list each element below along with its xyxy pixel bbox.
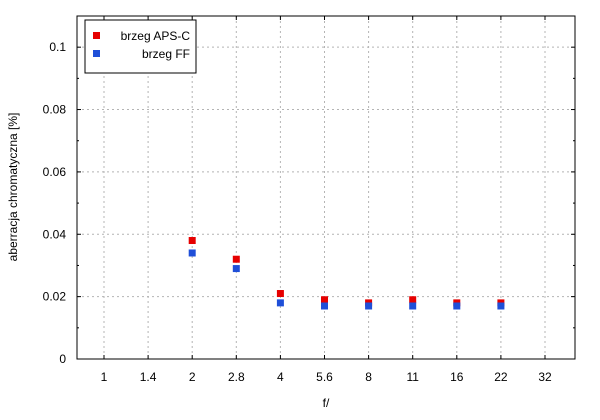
- legend-box: [84, 19, 197, 74]
- y-axis-tick-labels: 0 0.02 0.04 0.06 0.08 0.1: [43, 40, 67, 366]
- y-tick-label: 0.02: [43, 290, 67, 304]
- legend-label-aps-c: brzeg APS-C: [121, 29, 191, 43]
- data-point-series-1: [365, 302, 373, 310]
- legend: brzeg APS-C brzeg FF: [84, 19, 197, 74]
- data-point-series-0: [276, 290, 284, 298]
- plot-area-frame: [76, 15, 576, 360]
- x-tick-label: 1: [101, 370, 108, 384]
- data-point-series-1: [497, 302, 505, 310]
- data-points: [188, 237, 505, 310]
- y-tick-label: 0: [59, 352, 66, 366]
- legend-marker-ff: [93, 50, 100, 57]
- x-axis-tick-labels: 1 1.4 2 2.8 4 5.6 8 11 16 22 32: [101, 370, 552, 384]
- legend-label-ff: brzeg FF: [142, 47, 190, 61]
- x-axis-title: f/: [323, 396, 330, 410]
- y-tick-label: 0.1: [49, 40, 66, 54]
- legend-marker-aps-c: [93, 32, 100, 39]
- x-tick-label: 22: [494, 370, 508, 384]
- data-point-series-1: [453, 302, 461, 310]
- y-tick-label: 0.06: [43, 165, 67, 179]
- axis-ticks: [77, 16, 575, 360]
- y-tick-label: 0.08: [43, 103, 67, 117]
- x-tick-label: 4: [277, 370, 284, 384]
- data-point-series-1: [321, 302, 328, 310]
- x-tick-label: 1.4: [140, 370, 157, 384]
- x-tick-label: 5.6: [316, 370, 333, 384]
- y-tick-label: 0.04: [43, 227, 67, 241]
- data-point-series-0: [409, 296, 417, 304]
- x-tick-label: 32: [538, 370, 552, 384]
- data-point-series-1: [409, 302, 417, 310]
- data-point-series-0: [188, 237, 196, 245]
- x-tick-label: 2: [189, 370, 196, 384]
- data-point-series-1: [232, 265, 240, 273]
- data-point-series-0: [232, 255, 240, 263]
- data-point-series-1: [276, 299, 284, 307]
- x-tick-label: 16: [450, 370, 464, 384]
- x-tick-label: 11: [406, 370, 419, 384]
- data-point-series-1: [188, 249, 196, 257]
- data-point-series-0: [321, 296, 328, 304]
- x-tick-label: 8: [365, 370, 372, 384]
- x-tick-label: 2.8: [228, 370, 245, 384]
- y-axis-title: aberracja chromatyczna [%]: [6, 113, 20, 262]
